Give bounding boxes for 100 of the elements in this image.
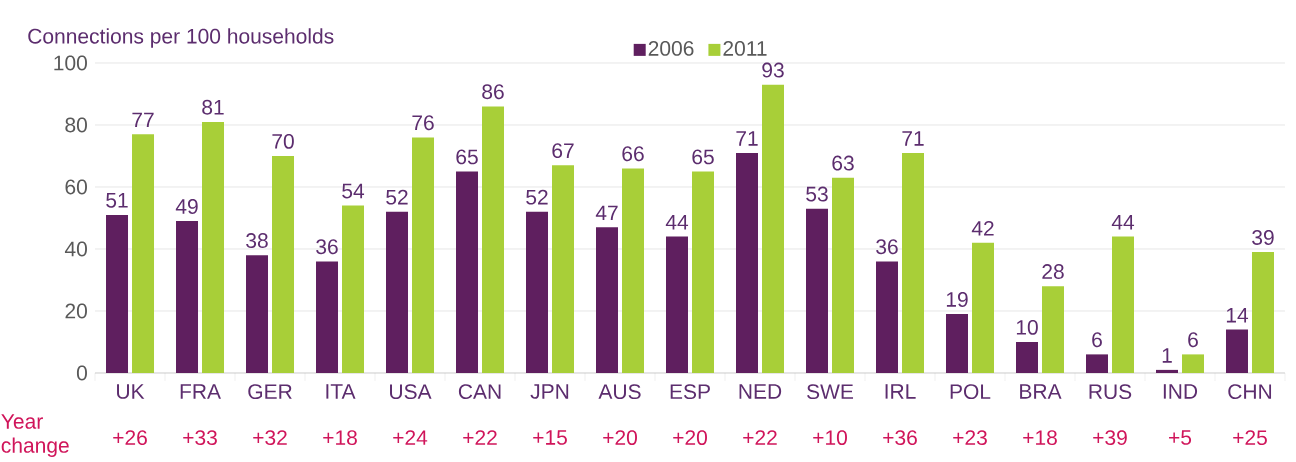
x-tick-label: BRA — [1020, 384, 1062, 399]
data-label: 14 — [1226, 307, 1249, 323]
data-label: 36 — [876, 239, 898, 255]
x-tick-label: RUS — [1089, 384, 1132, 400]
data-label: 77 — [132, 112, 154, 128]
y-tick-label: 80 — [65, 117, 87, 133]
bar — [806, 208, 828, 373]
x-tick-label: SWE — [807, 384, 854, 400]
x-tick-label: CAN — [458, 384, 501, 400]
data-label: 6 — [1188, 332, 1198, 348]
data-label: 6 — [1092, 332, 1102, 348]
x-tick-label: UK — [117, 384, 145, 399]
x-tick-label: ESP — [670, 384, 710, 400]
bar — [272, 155, 295, 373]
bar — [1016, 341, 1038, 373]
text: +22 — [463, 430, 497, 445]
bar — [456, 171, 479, 373]
text: +18 — [1023, 430, 1057, 446]
bar — [1225, 329, 1248, 373]
bar — [1156, 369, 1178, 373]
bar — [666, 236, 688, 373]
data-label: 66 — [622, 146, 644, 162]
text: +20 — [673, 430, 707, 446]
x-tick-label: FRA — [180, 384, 221, 399]
bar — [412, 137, 435, 373]
x-tick-label: JPN — [530, 384, 569, 399]
text: +18 — [323, 430, 357, 446]
bar — [622, 168, 644, 373]
bar — [482, 106, 505, 373]
data-label: 36 — [316, 239, 338, 255]
bar — [1085, 354, 1108, 373]
text: +26 — [113, 430, 147, 446]
bar — [876, 261, 898, 373]
data-label: 42 — [971, 220, 994, 236]
bar — [552, 165, 574, 373]
bar — [1182, 354, 1204, 373]
bar — [1042, 286, 1064, 373]
bar — [386, 211, 409, 373]
bar — [526, 211, 549, 373]
data-label: 38 — [246, 233, 268, 248]
data-label: 81 — [202, 99, 224, 115]
y-tick-label: 100 — [54, 55, 87, 71]
y-tick-label: 40 — [64, 241, 87, 257]
data-label: 47 — [595, 205, 618, 221]
x-tick-label: ITA — [326, 384, 356, 399]
data-label: 70 — [272, 133, 294, 149]
data-label: 86 — [482, 84, 504, 100]
data-label: 44 — [665, 214, 689, 230]
bar — [736, 152, 758, 373]
bar — [832, 177, 854, 373]
bar — [246, 255, 269, 373]
text: +15 — [533, 430, 567, 445]
x-tick-label: IRL — [885, 384, 916, 399]
text: +36 — [883, 430, 917, 446]
y-tick-label: 20 — [65, 303, 87, 319]
text: +23 — [953, 430, 987, 446]
data-label: 93 — [762, 62, 784, 78]
data-label: 39 — [1252, 230, 1274, 245]
text: +5 — [1169, 430, 1192, 445]
x-tick-label: IND — [1163, 384, 1198, 399]
text: +39 — [1093, 430, 1127, 446]
x-tick-label: CHN — [1228, 384, 1272, 400]
bar — [202, 121, 225, 373]
data-label: 54 — [342, 183, 365, 199]
text: +33 — [183, 430, 217, 446]
data-label: 53 — [806, 186, 828, 202]
bar — [692, 171, 714, 373]
data-label: 10 — [1016, 319, 1038, 335]
text: +24 — [393, 430, 428, 445]
data-label: 52 — [526, 189, 548, 205]
bar — [132, 134, 155, 373]
x-tick-label: AUS — [598, 384, 641, 400]
legend-label: 2006 — [648, 40, 694, 56]
bar — [946, 314, 968, 373]
y-tick-label: 0 — [76, 365, 87, 381]
data-label: 65 — [456, 149, 478, 165]
bar — [106, 214, 129, 373]
data-label: 52 — [386, 189, 408, 205]
y-axis-title: Connections per 100 households — [28, 28, 334, 48]
x-tick-label: USA — [390, 384, 432, 400]
data-label: 63 — [832, 155, 854, 171]
bar — [972, 242, 994, 373]
bar — [342, 205, 365, 373]
data-label: 19 — [946, 292, 968, 307]
text: +10 — [813, 430, 847, 446]
bar — [762, 84, 784, 373]
data-label: 67 — [552, 143, 574, 159]
text: Year change — [1, 414, 69, 457]
x-tick-label: NED — [739, 384, 782, 399]
bar — [176, 221, 199, 373]
data-label: 28 — [1042, 264, 1064, 279]
data-label: 71 — [736, 131, 758, 146]
legend-label: 2011 — [723, 40, 767, 56]
data-label: 44 — [1111, 214, 1135, 230]
data-label: 51 — [106, 193, 128, 208]
text: +32 — [253, 430, 287, 446]
data-label: 71 — [902, 131, 924, 146]
data-label: 49 — [175, 199, 198, 214]
bar — [1112, 236, 1134, 373]
x-tick-label: POL — [950, 384, 991, 400]
